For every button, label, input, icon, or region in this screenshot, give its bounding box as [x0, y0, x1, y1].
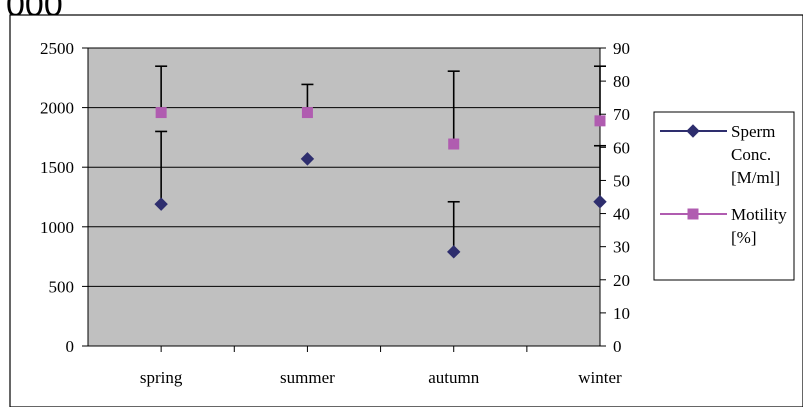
- y-left-tick-label: 2000: [40, 99, 74, 118]
- legend-marker: [686, 124, 700, 138]
- y-right-tick-label: 20: [613, 271, 630, 290]
- legend-label: Sperm: [731, 122, 775, 141]
- legend-label: [%]: [731, 228, 756, 247]
- legend-box: [653, 111, 795, 281]
- sperm-conc-point: [447, 245, 461, 259]
- y-right-tick-label: 10: [613, 304, 630, 323]
- legend-label: Motility: [731, 205, 787, 224]
- motility-point: [448, 138, 460, 150]
- y-left-tick-label: 0: [66, 337, 75, 356]
- legend-label: Conc.: [731, 145, 771, 164]
- y-right-tick-label: 40: [613, 205, 630, 224]
- legend-marker: [687, 208, 699, 220]
- motility-point: [301, 107, 313, 119]
- y-right-tick-label: 70: [613, 105, 630, 124]
- x-tick-label: summer: [280, 368, 335, 387]
- sperm-conc-point: [593, 195, 607, 209]
- sperm-conc-point: [300, 152, 315, 166]
- legend-label: [M/ml]: [731, 168, 780, 187]
- motility-point: [155, 107, 167, 119]
- plot-area: [87, 47, 601, 347]
- y-left-tick-label: 1500: [40, 158, 74, 177]
- x-tick-label: spring: [140, 368, 183, 387]
- y-right-tick-label: 30: [613, 238, 630, 257]
- y-right-tick-label: 0: [613, 337, 622, 356]
- y-right-tick-label: 90: [613, 39, 630, 58]
- y-left-tick-label: 500: [49, 277, 75, 296]
- sperm-conc-point: [154, 197, 168, 211]
- x-tick-label: autumn: [428, 368, 479, 387]
- motility-point: [594, 115, 606, 127]
- y-left-tick-label: 2500: [40, 39, 74, 58]
- x-tick-label: winter: [578, 368, 622, 387]
- y-left-tick-label: 1000: [40, 218, 74, 237]
- y-right-tick-label: 50: [613, 171, 630, 190]
- y-right-tick-label: 60: [613, 138, 630, 157]
- y-right-tick-label: 80: [613, 72, 630, 91]
